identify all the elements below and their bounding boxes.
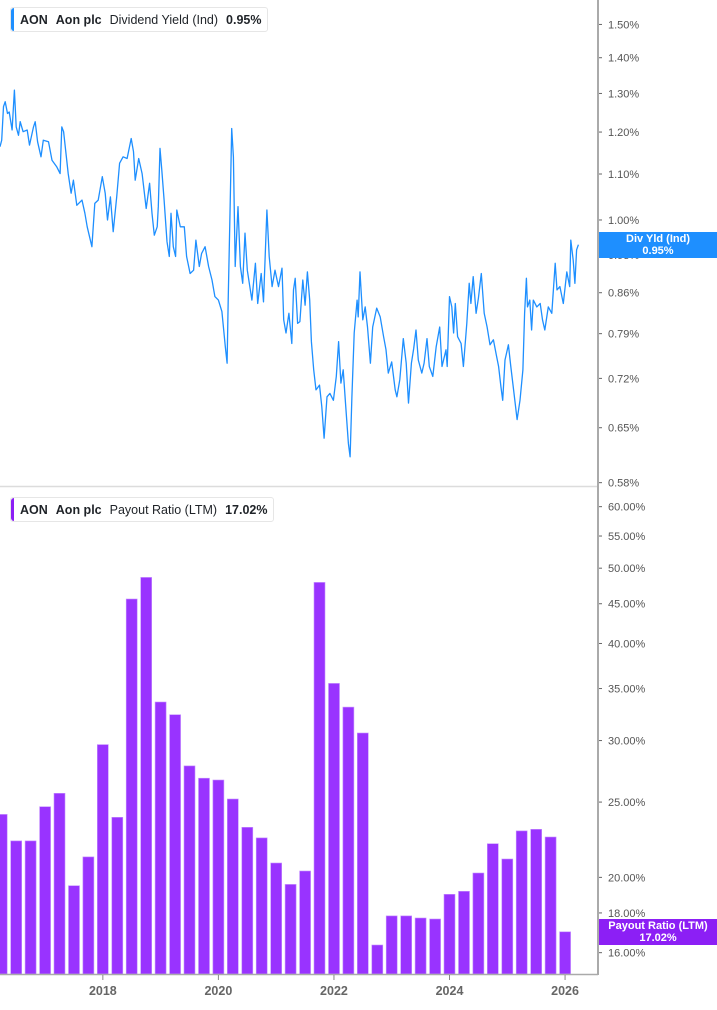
dividend-yield-line [0,89,580,458]
payout-ratio-bar [10,840,22,975]
payout-ratio-bar [68,885,80,975]
payout-ratio-bar [24,840,37,975]
payout-ratio-bar [82,856,95,975]
payout-ratio-bar [559,931,571,975]
payout-ratio-bar [227,798,239,975]
legend-value: 0.95% [226,12,262,27]
payout-ratio-bar [486,843,499,975]
y-tick-label: 60.00% [608,502,646,514]
x-tick-label: 2020 [204,984,232,998]
payout-ratio-bar [255,837,268,975]
payout-ratio-bar [429,918,441,975]
payout-ratio-bar [400,915,413,975]
y-tick-label: 1.20% [608,127,639,139]
legend-company: Aon plc [55,12,102,27]
payout-ratio-bar [198,777,210,975]
payout-ratio-bar [530,828,543,975]
payout-ratio-bar [299,870,311,975]
payout-ratio-bar [443,893,456,975]
axes: 0.58%0.65%0.72%0.79%0.86%0.93%1.00%1.10%… [0,0,646,998]
dividend-yield-legend[interactable]: AON Aon plc Dividend Yield (Ind) 0.95% [10,7,269,32]
legend-color-swatch [11,8,14,31]
payout-ratio-bar [97,744,109,975]
dividend-yield-value-flag: Div Yld (Ind) 0.95% [599,231,717,258]
y-tick-label: 0.79% [608,329,639,341]
payout-ratio-bar [356,732,369,975]
payout-ratio-bar [125,598,138,975]
payout-ratio-bar [342,706,355,975]
x-tick-label: 2026 [551,984,579,998]
payout-ratio-plot [0,577,571,975]
legend-value: 17.02% [225,502,268,517]
payout-ratio-legend[interactable]: AON Aon plc Payout Ratio (LTM) 17.02% [10,497,275,522]
payout-ratio-bar [270,862,283,975]
flag-label: Div Yld (Ind) [626,232,690,245]
x-tick-label: 2022 [320,984,348,998]
payout-ratio-bar [414,917,427,975]
y-tick-label: 55.00% [608,531,646,543]
y-tick-label: 30.00% [608,736,646,748]
payout-ratio-bar [111,816,124,975]
y-tick-label: 1.10% [608,169,639,181]
y-tick-label: 18.00% [608,908,646,920]
payout-ratio-bar [385,915,398,975]
y-tick-label: 40.00% [608,638,646,650]
payout-ratio-bar [53,792,66,975]
payout-ratio-bar [39,806,51,975]
payout-ratio-bar [183,765,196,975]
dividend-yield-plot [0,89,580,458]
y-tick-label: 0.72% [608,373,639,385]
y-tick-label: 1.00% [608,215,639,227]
y-tick-label: 1.50% [608,19,639,31]
payout-ratio-bar [284,884,297,975]
y-tick-label: 25.00% [608,797,646,809]
payout-ratio-bar [0,814,8,975]
x-tick-label: 2024 [436,984,464,998]
payout-ratio-bar [212,779,225,975]
payout-ratio-bar [169,714,181,975]
y-tick-label: 0.65% [608,423,639,435]
payout-ratio-bar [371,944,384,975]
y-tick-label: 0.86% [608,288,639,300]
y-tick-label: 35.00% [608,684,646,696]
flag-value: 0.95% [642,244,674,257]
y-tick-label: 20.00% [608,872,646,884]
legend-metric: Payout Ratio (LTM) [109,502,218,517]
y-tick-label: 45.00% [608,599,646,611]
y-tick-label: 50.00% [608,563,646,575]
y-tick-label: 0.58% [608,478,639,490]
flag-label: Payout Ratio (LTM) [608,919,708,932]
legend-ticker: AON [20,502,48,517]
payout-ratio-value-flag: Payout Ratio (LTM) 17.02% [599,918,717,945]
payout-ratio-bar [241,826,254,975]
payout-ratio-bar [458,890,470,975]
flag-value: 17.02% [639,931,677,944]
payout-ratio-bar [544,836,557,975]
payout-ratio-bar [472,872,485,975]
legend-color-swatch [11,498,14,521]
legend-ticker: AON [20,12,48,27]
y-tick-label: 1.40% [608,53,639,65]
x-tick-label: 2018 [89,984,117,998]
payout-ratio-bar [328,683,340,975]
payout-ratio-bar [154,701,167,975]
payout-ratio-bar [140,577,152,975]
legend-company: Aon plc [55,502,102,517]
payout-ratio-bar [501,858,514,975]
legend-metric: Dividend Yield (Ind) [109,12,219,27]
y-tick-label: 16.00% [608,948,646,960]
payout-ratio-bar [515,830,528,975]
y-tick-label: 1.30% [608,88,639,100]
payout-ratio-bar [313,582,326,975]
